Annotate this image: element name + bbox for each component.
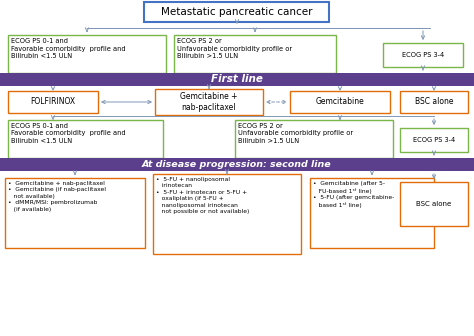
Text: ECOG PS 2 or
Unfavorable comorbidity profile or
Bilirubin >1.5 ULN: ECOG PS 2 or Unfavorable comorbidity pro… xyxy=(238,123,353,144)
FancyBboxPatch shape xyxy=(235,120,393,158)
Text: At disease progression: second line: At disease progression: second line xyxy=(142,160,332,169)
FancyBboxPatch shape xyxy=(8,91,98,113)
FancyBboxPatch shape xyxy=(0,158,474,171)
FancyBboxPatch shape xyxy=(0,73,474,86)
FancyBboxPatch shape xyxy=(400,91,468,113)
Text: BSC alone: BSC alone xyxy=(415,97,453,107)
Text: ECOG PS 3-4: ECOG PS 3-4 xyxy=(413,137,455,143)
FancyBboxPatch shape xyxy=(174,35,336,73)
Text: •  Gemcitabine (after 5-
   FU-based 1ˢᵗ line)
•  5-FU (after gemcitabine-
   ba: • Gemcitabine (after 5- FU-based 1ˢᵗ lin… xyxy=(313,181,394,208)
FancyBboxPatch shape xyxy=(8,35,166,73)
Text: ECOG PS 2 or
Unfavorable comorbidity profile or
Bilirubin >1.5 ULN: ECOG PS 2 or Unfavorable comorbidity pro… xyxy=(177,38,292,59)
FancyBboxPatch shape xyxy=(155,89,263,115)
FancyBboxPatch shape xyxy=(400,182,468,226)
Text: •  5-FU + nanoliposomal
   irinotecan
•  5-FU + irinotecan or 5-FU +
   oxalipla: • 5-FU + nanoliposomal irinotecan • 5-FU… xyxy=(156,177,249,214)
Text: BSC alone: BSC alone xyxy=(416,201,452,207)
FancyBboxPatch shape xyxy=(5,178,145,248)
Text: ECOG PS 0-1 and
Favorable comorbidity  profile and
Bilirubin <1.5 ULN: ECOG PS 0-1 and Favorable comorbidity pr… xyxy=(11,38,126,59)
FancyBboxPatch shape xyxy=(310,178,434,248)
Text: ECOG PS 0-1 and
Favorable comorbidity  profile and
Bilirubin <1.5 ULN: ECOG PS 0-1 and Favorable comorbidity pr… xyxy=(11,123,126,144)
Text: Gemcitabine +
nab-paclitaxel: Gemcitabine + nab-paclitaxel xyxy=(180,92,238,113)
FancyBboxPatch shape xyxy=(153,174,301,254)
Text: First line: First line xyxy=(211,75,263,84)
FancyBboxPatch shape xyxy=(400,128,468,152)
FancyBboxPatch shape xyxy=(8,120,163,158)
FancyBboxPatch shape xyxy=(383,43,463,67)
Text: FOLFIRINOX: FOLFIRINOX xyxy=(30,97,75,107)
FancyBboxPatch shape xyxy=(290,91,390,113)
Text: Metastatic pancreatic cancer: Metastatic pancreatic cancer xyxy=(161,7,313,17)
Text: •  Gemcitabine + nab-paclitaxel
•  Gemcitabine (if nab-paclitaxel
   not availab: • Gemcitabine + nab-paclitaxel • Gemcita… xyxy=(8,181,106,212)
FancyBboxPatch shape xyxy=(145,2,329,22)
Text: Gemcitabine: Gemcitabine xyxy=(316,97,365,107)
Text: ECOG PS 3-4: ECOG PS 3-4 xyxy=(402,52,444,58)
